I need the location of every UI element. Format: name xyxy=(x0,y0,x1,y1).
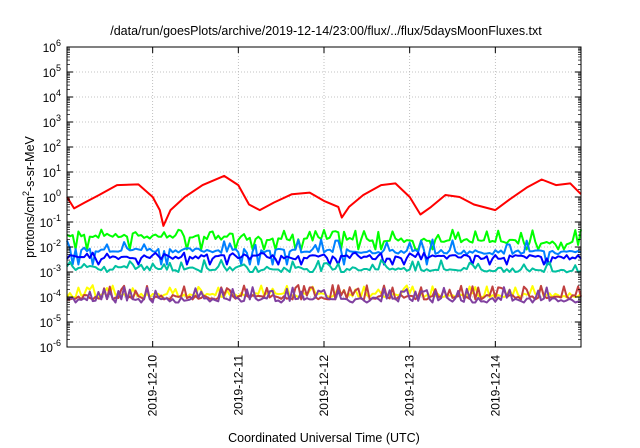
y-axis-ticks: 10-6 10-5 10-4 10-3 10-2 10-1 100 101 102 103 104 1… xyxy=(40,38,581,355)
x-tick-label: 2019-12-11 xyxy=(231,355,245,416)
y-tick-label: 10-2 xyxy=(40,238,61,255)
series-line-3 xyxy=(66,238,582,266)
y-tick-label: 10-1 xyxy=(40,213,61,230)
chart-title: /data/run/goesPlots/archive/2019-12-14/2… xyxy=(110,24,542,38)
x-tick-label: 2019-12-12 xyxy=(317,355,331,417)
x-tick-label: 2019-12-14 xyxy=(488,355,502,417)
plot-frame xyxy=(66,46,582,348)
series-line-1 xyxy=(66,174,582,227)
y-tick-label: 100 xyxy=(43,188,61,205)
series-line-4 xyxy=(66,251,582,266)
y-tick-label: 10-5 xyxy=(40,313,61,330)
y-tick-label: 105 xyxy=(43,63,61,80)
y-tick-label: 102 xyxy=(43,138,61,155)
y-tick-label: 10-3 xyxy=(40,263,61,280)
x-axis-ticks: 2019-12-10 2019-12-11 2019-12-12 2019-12-13… xyxy=(146,47,502,417)
series-line-2 xyxy=(66,228,582,251)
grid xyxy=(67,47,581,347)
y-tick-label: 106 xyxy=(43,38,61,55)
y-tick-label: 10-4 xyxy=(40,288,61,305)
y-axis-label: protons/cm2-s-sr-MeV xyxy=(21,135,37,257)
y-tick-label: 103 xyxy=(43,113,61,130)
series-line-8 xyxy=(66,286,582,304)
y-tick-label: 101 xyxy=(43,163,61,180)
series-line-5 xyxy=(66,259,582,274)
x-axis-label: Coordinated Universal Time (UTC) xyxy=(228,431,420,445)
x-tick-label: 2019-12-13 xyxy=(403,355,417,417)
series-group xyxy=(66,174,582,304)
y-tick-label: 10-6 xyxy=(40,338,61,355)
y-tick-label: 104 xyxy=(43,88,61,105)
x-tick-label: 2019-12-10 xyxy=(146,355,160,417)
